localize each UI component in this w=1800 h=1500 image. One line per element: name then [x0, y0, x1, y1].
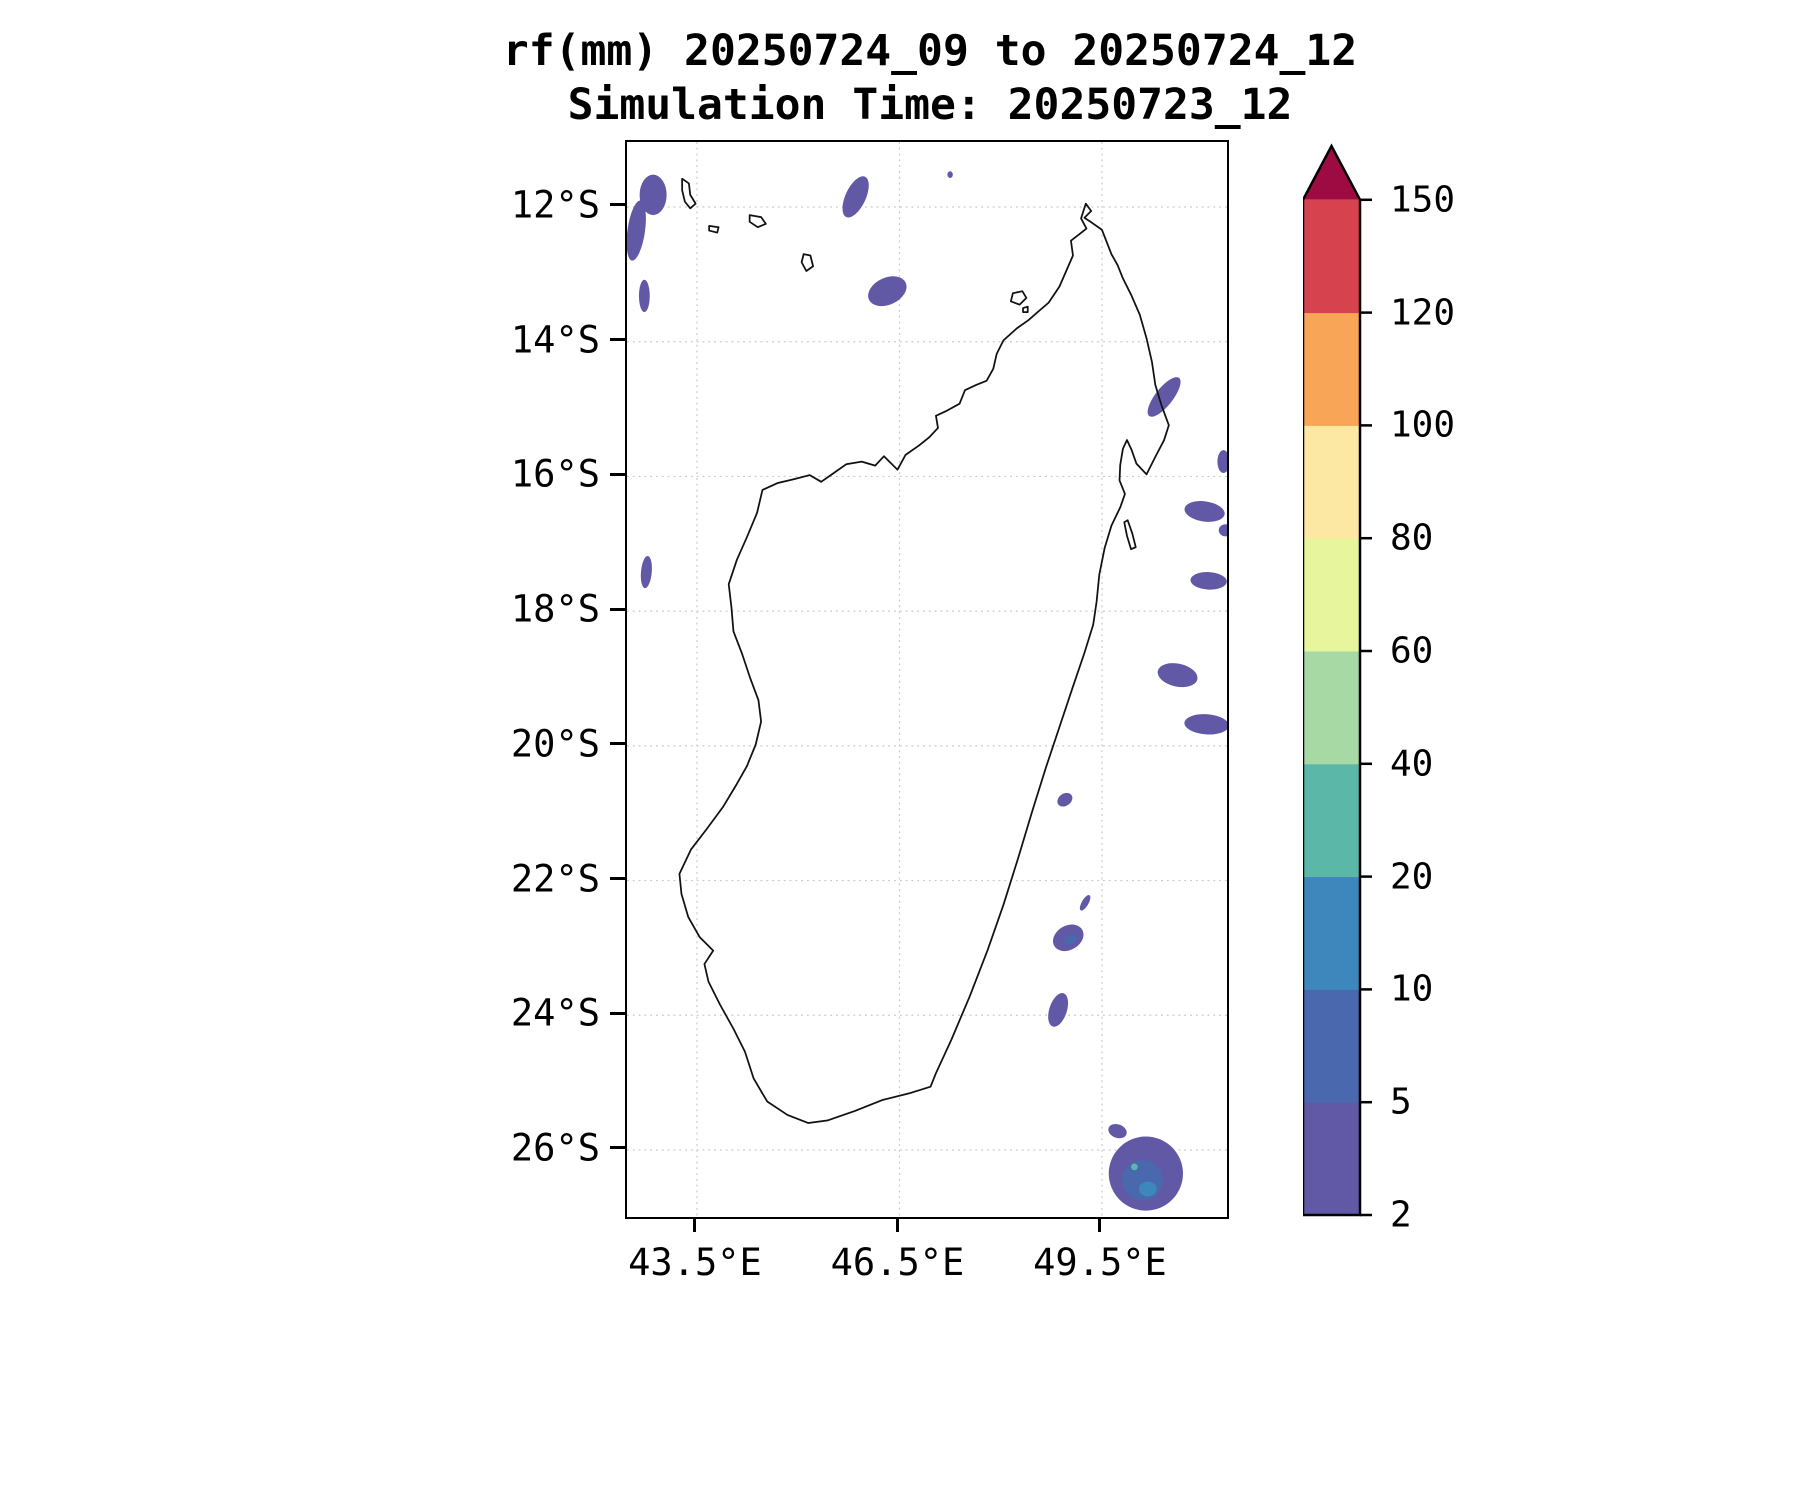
colorbar-tick-label: 100 — [1390, 404, 1456, 446]
colorbar-band — [1303, 538, 1360, 652]
lat-tick-mark — [610, 338, 625, 342]
colorbar-tick-label: 120 — [1390, 292, 1456, 334]
island-coastline — [748, 214, 767, 229]
rain-patch — [1057, 792, 1073, 807]
madagascar-coastline — [678, 202, 1170, 1124]
rain-patch — [639, 174, 667, 216]
figure-title-line2: Simulation Time: 20250723_12 — [567, 80, 1293, 130]
lat-tick-label: 14°S — [510, 318, 600, 362]
colorbar-tick-label: 150 — [1390, 179, 1456, 221]
rain-patch — [1131, 1163, 1138, 1171]
colorbar — [1303, 143, 1372, 1217]
colorbar-outline — [1303, 143, 1362, 1217]
lat-tick-mark — [610, 742, 625, 746]
lat-tick-label: 24°S — [510, 991, 600, 1035]
figure-title-line1: rf(mm) 20250724_09 to 20250724_12 — [502, 26, 1358, 76]
colorbar-band — [1303, 763, 1360, 878]
rain-patch — [1048, 993, 1069, 1027]
lat-tick-mark — [610, 1011, 625, 1015]
colorbar-band — [1303, 989, 1360, 1103]
rain-patch — [947, 171, 953, 179]
colorbar-band — [1303, 876, 1360, 990]
island-coastline — [1022, 305, 1029, 313]
rain-patch — [842, 176, 869, 218]
colorbar-band — [1303, 312, 1360, 426]
rain-patch — [1139, 1181, 1157, 1197]
colorbar-band — [1303, 199, 1360, 314]
lat-tick-label: 22°S — [510, 857, 600, 901]
rain-patch — [627, 200, 646, 261]
lat-tick-mark — [610, 877, 625, 881]
rain-patch — [640, 555, 652, 589]
lat-tick-mark — [610, 607, 625, 611]
colorbar-tick-label: 5 — [1390, 1081, 1412, 1123]
rain-patch — [1184, 714, 1227, 735]
lon-tick-label: 49.5°E — [1033, 1241, 1167, 1284]
rain-patch — [1063, 934, 1077, 946]
lat-tick-mark — [610, 472, 625, 476]
rain-patch — [1217, 450, 1227, 474]
colorbar-band — [1303, 425, 1360, 539]
rain-patch — [1218, 524, 1227, 537]
colorbar-tick-label: 60 — [1390, 630, 1434, 672]
lon-tick-label: 46.5°E — [830, 1241, 965, 1284]
colorbar-extend-arrow — [1303, 146, 1360, 200]
lat-tick-label: 18°S — [510, 587, 600, 631]
colorbar-tick-label: 10 — [1390, 968, 1434, 1010]
lon-tick-mark — [693, 1217, 697, 1232]
lat-tick-label: 20°S — [510, 722, 600, 766]
colorbar-tick-label: 20 — [1390, 856, 1434, 898]
colorbar-band — [1303, 1102, 1360, 1216]
rain-patch — [1157, 663, 1198, 688]
island-coastline — [800, 253, 814, 272]
rain-patch — [1184, 501, 1225, 522]
rain-patch — [1079, 895, 1091, 911]
rain-patch — [868, 276, 907, 307]
lat-tick-mark — [610, 203, 625, 207]
lat-tick-label: 26°S — [510, 1126, 600, 1170]
lat-tick-label: 12°S — [510, 183, 600, 227]
colorbar-tick-label: 40 — [1390, 743, 1434, 785]
lon-tick-mark — [1098, 1217, 1102, 1232]
colorbar-tick-label: 80 — [1390, 517, 1434, 559]
colorbar-tick-label: 2 — [1390, 1194, 1412, 1236]
lon-tick-mark — [895, 1217, 899, 1232]
map-svg — [627, 142, 1227, 1217]
island-coastline — [1123, 519, 1137, 551]
map-plot-area — [625, 140, 1229, 1219]
island-coastline — [1009, 290, 1028, 306]
island-coastline — [681, 177, 697, 210]
rain-patch — [638, 279, 650, 313]
island-coastline — [708, 224, 720, 234]
rain-patch — [1108, 1124, 1127, 1139]
lat-tick-label: 16°S — [510, 452, 600, 496]
lon-tick-label: 43.5°E — [628, 1241, 762, 1284]
colorbar-band — [1303, 651, 1360, 765]
rain-patch — [1190, 572, 1227, 590]
rain-patch — [1147, 377, 1181, 417]
lat-tick-mark — [610, 1146, 625, 1150]
